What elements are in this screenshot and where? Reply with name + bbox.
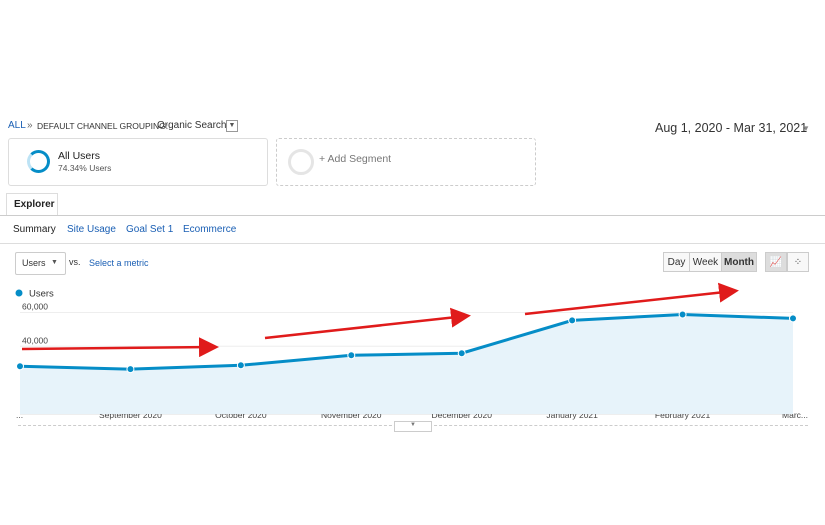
point bbox=[236, 361, 245, 370]
subtab[interactable]: Ecommerce bbox=[183, 224, 237, 235]
subtab[interactable]: Site Usage bbox=[67, 224, 116, 235]
motion-chart-button[interactable]: ⁘ bbox=[787, 252, 809, 272]
date-range[interactable]: Aug 1, 2020 - Mar 31, 2021 bbox=[655, 121, 808, 135]
tab[interactable]: Explorer bbox=[14, 199, 55, 210]
point bbox=[347, 351, 356, 360]
segment-card[interactable] bbox=[8, 138, 268, 186]
metric: Users bbox=[22, 258, 46, 268]
point bbox=[457, 349, 466, 358]
week-button[interactable]: Week bbox=[689, 252, 722, 272]
dropdown-toggle[interactable]: ▼ bbox=[226, 120, 238, 132]
segment-name: All Users bbox=[58, 150, 101, 162]
y-tick-label: 40,000 bbox=[22, 335, 48, 345]
vs: vs. bbox=[69, 257, 81, 267]
x-tick-label: January 2021 bbox=[546, 410, 598, 420]
date-caret[interactable]: ▼ bbox=[802, 124, 810, 133]
area bbox=[20, 314, 793, 414]
x-tick-label: December 2020 bbox=[431, 410, 492, 420]
breadcrumb-sep: » bbox=[27, 120, 33, 131]
divider bbox=[0, 215, 825, 216]
add-segment[interactable]: + Add Segment bbox=[319, 153, 392, 165]
day-button[interactable]: Day bbox=[663, 252, 690, 272]
line-chart-button[interactable]: 📈 bbox=[765, 252, 787, 272]
y-tick-label: 60,000 bbox=[22, 301, 48, 311]
point bbox=[126, 365, 135, 374]
breadcrumb-root[interactable]: ALL bbox=[8, 120, 26, 131]
x-tick-label: February 2021 bbox=[655, 410, 711, 420]
x-tick-label: October 2020 bbox=[215, 410, 267, 420]
x-tick-label: ... bbox=[16, 410, 23, 420]
x-tick-label: September 2020 bbox=[99, 410, 162, 420]
x-tick-label: November 2020 bbox=[321, 410, 382, 420]
segment-detail: 74.34% Users bbox=[58, 163, 112, 173]
point bbox=[789, 314, 797, 323]
line bbox=[19, 312, 794, 371]
select-metric[interactable]: Select a metric bbox=[89, 258, 149, 268]
month-button[interactable]: Month bbox=[721, 252, 757, 272]
legend-marker bbox=[15, 289, 23, 297]
metric-select[interactable] bbox=[15, 252, 66, 275]
point bbox=[568, 316, 577, 325]
point bbox=[678, 310, 687, 319]
metric-caret: ▼ bbox=[51, 259, 58, 266]
divider bbox=[0, 243, 825, 244]
expand-tab[interactable]: ▼ bbox=[394, 421, 432, 432]
add-segment-card[interactable] bbox=[276, 138, 536, 186]
subtab[interactable]: Summary bbox=[13, 224, 56, 235]
breadcrumb-dimension: DEFAULT CHANNEL GROUPING: bbox=[37, 121, 169, 131]
x-tick-label: Marc... bbox=[782, 410, 808, 420]
point bbox=[16, 362, 24, 371]
tab-box bbox=[6, 193, 58, 216]
subtab[interactable]: Goal Set 1 bbox=[126, 224, 174, 235]
segment-icon bbox=[27, 150, 50, 173]
breadcrumb-value: Organic Search bbox=[157, 120, 227, 131]
add-segment-icon bbox=[288, 149, 314, 175]
legend-label: Users bbox=[29, 289, 54, 300]
